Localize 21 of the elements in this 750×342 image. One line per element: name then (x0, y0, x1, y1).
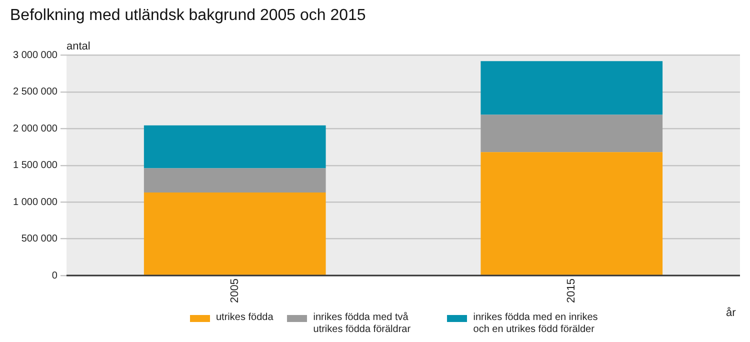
bar (144, 168, 326, 193)
y-tick-label: 1 500 000 (12, 160, 58, 172)
y-tick-label: 3 000 000 (12, 50, 58, 61)
x-tick-label: 2005 (228, 278, 241, 304)
chart-title: Befolkning med utländsk bakgrund 2005 och 2015 (10, 7, 366, 24)
y-tick-label: 2 500 000 (12, 86, 58, 98)
y-tick-label: 2 000 000 (12, 123, 58, 134)
bar (144, 125, 326, 168)
bar (480, 61, 663, 115)
bar (480, 152, 663, 275)
y-axis-title: antal (66, 40, 90, 53)
x-tick-label: 2015 (566, 278, 578, 304)
y-tick-label: 0 (52, 270, 58, 282)
bar (144, 192, 326, 275)
y-tick-label: 500 000 (21, 234, 58, 245)
bar (480, 114, 663, 152)
legend-label: inrikes födda med två utrikes födda föräldrar (313, 312, 412, 336)
x-axis-title: år (726, 307, 736, 319)
legend-label: inrikes födda med en inrikes och en utrikes född förälder (473, 312, 599, 336)
legend-label: utrikes födda (216, 312, 274, 324)
y-tick-label: 1 000 000 (12, 196, 58, 208)
